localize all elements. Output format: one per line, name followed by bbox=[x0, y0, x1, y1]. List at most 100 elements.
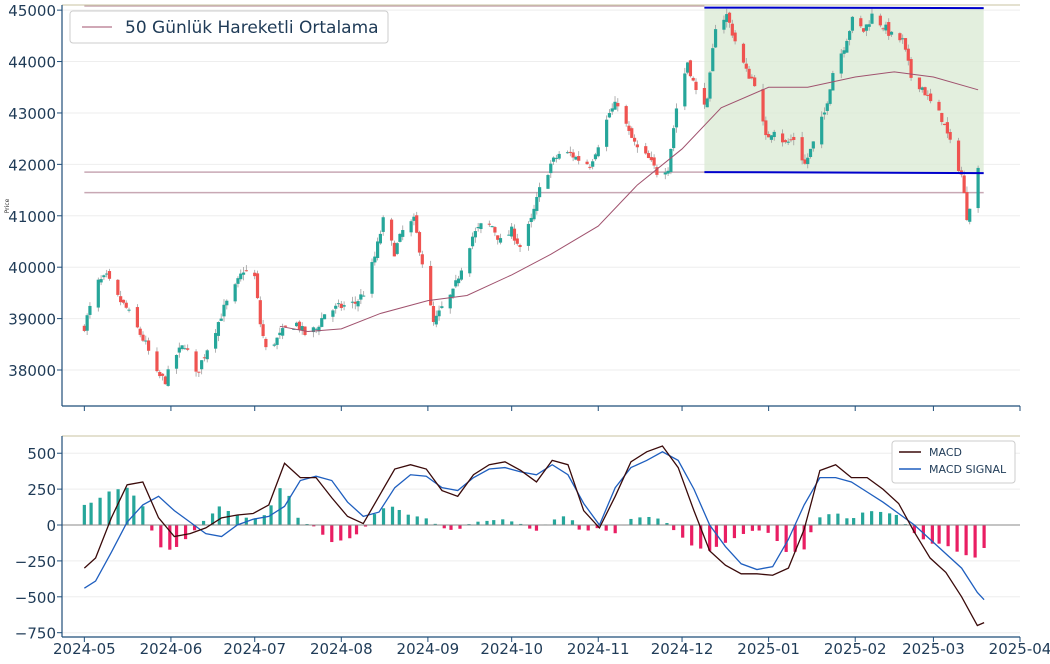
candle-body-up bbox=[96, 279, 100, 308]
macd-hist-bar-neg bbox=[955, 525, 959, 552]
candle-body-down bbox=[568, 151, 572, 154]
candle-body-up bbox=[216, 322, 221, 336]
macd-hist-bar-pos bbox=[253, 518, 257, 526]
candle bbox=[686, 62, 690, 75]
macd-ytick-label: 500 bbox=[27, 445, 56, 463]
candle bbox=[822, 107, 827, 120]
candle-body-down bbox=[417, 232, 422, 253]
candle bbox=[409, 219, 413, 237]
macd-hist-bar-pos bbox=[845, 518, 849, 526]
candle-body-up bbox=[85, 315, 89, 331]
candle bbox=[713, 24, 718, 48]
candle-body-up bbox=[864, 24, 868, 31]
macd-hist-bar-neg bbox=[534, 525, 539, 531]
candle-body-down bbox=[264, 338, 268, 348]
candle bbox=[898, 32, 902, 43]
candle-body-down bbox=[803, 159, 807, 164]
candle bbox=[233, 282, 237, 304]
candle-body-up bbox=[311, 327, 315, 333]
candle-body-down bbox=[861, 28, 866, 32]
candle-body-down bbox=[635, 144, 639, 148]
candle-body-up bbox=[725, 14, 729, 22]
macd-hist-bar-neg bbox=[595, 525, 599, 529]
candle-body-down bbox=[146, 340, 151, 351]
candle-body-up bbox=[683, 73, 687, 107]
candle-body-up bbox=[144, 340, 148, 342]
candle bbox=[672, 125, 676, 152]
candle bbox=[568, 146, 572, 157]
candle bbox=[295, 321, 299, 327]
candle bbox=[412, 213, 416, 226]
candle bbox=[166, 365, 170, 387]
macd-hist-bar-neg bbox=[757, 525, 761, 531]
candle-body-up bbox=[322, 314, 327, 320]
ma50-line bbox=[279, 71, 979, 332]
macd-hist-bar-neg bbox=[528, 525, 532, 529]
candle-body-down bbox=[859, 18, 863, 27]
macd-hist-bar-pos bbox=[415, 516, 419, 526]
candle-body-up bbox=[663, 172, 667, 175]
candle-body-up bbox=[350, 301, 355, 303]
candle bbox=[281, 323, 285, 340]
candle-body-down bbox=[909, 59, 913, 78]
macd-hist-bar-neg bbox=[348, 525, 352, 539]
candle bbox=[722, 15, 726, 34]
candle-body-down bbox=[431, 306, 436, 322]
candle-body-up bbox=[127, 309, 131, 311]
macd-hist-bar-neg bbox=[750, 525, 755, 531]
candle bbox=[244, 265, 248, 272]
candle bbox=[183, 344, 187, 350]
candle bbox=[163, 375, 167, 385]
candle bbox=[825, 101, 829, 115]
candle bbox=[200, 360, 204, 375]
candle-body-up bbox=[370, 262, 374, 294]
candle bbox=[725, 8, 729, 28]
candle-body-up bbox=[468, 248, 472, 274]
candle-body-up bbox=[376, 241, 380, 258]
candle-body-down bbox=[515, 238, 519, 244]
macd-hist-bar-neg bbox=[690, 525, 694, 546]
macd-hist-bar-pos bbox=[519, 523, 523, 526]
price-candles bbox=[82, 8, 980, 387]
candle bbox=[764, 116, 768, 140]
candle-body-down bbox=[571, 152, 575, 158]
price-ytick-label: 42000 bbox=[8, 156, 56, 174]
macd-hist-bar-pos bbox=[647, 516, 651, 526]
macd-ytick-label: 250 bbox=[27, 481, 56, 499]
candle-body-down bbox=[141, 334, 145, 341]
candle-body-up bbox=[574, 156, 578, 160]
candle-body-down bbox=[929, 93, 933, 102]
candle-body-down bbox=[962, 175, 966, 194]
candle bbox=[627, 121, 631, 135]
candle bbox=[177, 342, 181, 358]
price-panel: 38000 39000 40000 41000 42000 43000 44000 45000… bbox=[4, 2, 1020, 407]
candle bbox=[649, 151, 653, 162]
candle bbox=[437, 305, 441, 321]
candle-body-up bbox=[362, 295, 366, 297]
candle-body-down bbox=[261, 324, 265, 337]
candle bbox=[666, 167, 670, 177]
candle bbox=[806, 153, 810, 169]
candle bbox=[99, 275, 103, 286]
candle bbox=[470, 232, 475, 250]
candle-body-up bbox=[434, 315, 438, 325]
candle-body-up bbox=[459, 270, 463, 280]
candle bbox=[923, 86, 927, 96]
macd-hist-bar-neg bbox=[159, 525, 163, 548]
candle-body-up bbox=[686, 62, 690, 73]
signal-legend-label: MACD SIGNAL bbox=[929, 463, 1007, 476]
candle-body-up bbox=[549, 163, 553, 174]
candle bbox=[750, 74, 754, 80]
candle-body-up bbox=[825, 103, 829, 111]
candle-body-up bbox=[870, 13, 874, 24]
xtick-label: 2024-05 bbox=[53, 640, 116, 658]
candle-body-down bbox=[420, 254, 424, 265]
candle-body-up bbox=[845, 40, 849, 53]
candle bbox=[635, 140, 639, 153]
candle bbox=[909, 57, 913, 81]
price-ylabel: Price bbox=[4, 198, 11, 213]
candle bbox=[356, 299, 360, 312]
candle-body-up bbox=[786, 141, 790, 143]
